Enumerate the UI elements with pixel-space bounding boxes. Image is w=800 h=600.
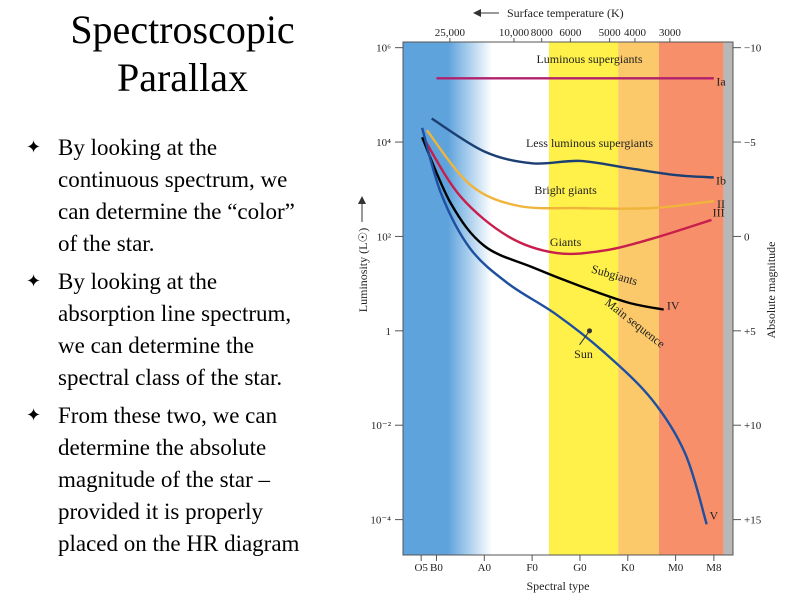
spectral-tick-label: F0 — [526, 562, 538, 574]
luminosity-tick-label: 10² — [377, 231, 392, 243]
diagram-labels: Sun Luminous supergiants Ia Less luminous s… — [356, 6, 778, 593]
spectral-tick-label: B0 — [430, 562, 443, 574]
slide-title: Spectroscopic Parallax — [20, 6, 345, 102]
spectral-tick-label: M0 — [668, 562, 684, 574]
temperature-tick-label: 4000 — [624, 27, 647, 39]
luminosity-class-label: Ia — [716, 74, 726, 88]
luminosity-class-label: II — [717, 197, 725, 211]
magnitude-tick-label: +5 — [744, 326, 756, 338]
slide-title-line-1: Spectroscopic — [70, 7, 295, 52]
bullet-line: placed on the HR diagram — [58, 531, 300, 556]
magnitude-tick-label: +10 — [744, 420, 762, 432]
temperature-tick-label: 8000 — [531, 27, 554, 39]
four-point-star-icon: ✦ — [26, 137, 42, 158]
bullet-item: ✦ By looking at the continuous spectrum,… — [26, 132, 346, 260]
luminosity-axis-title: Luminosity (L☉) — [356, 228, 370, 312]
bullet-line: we can determine the — [58, 333, 255, 358]
bullet-item: ✦ By looking at the absorption line spec… — [26, 266, 346, 394]
color-band — [618, 42, 659, 555]
bullet-line: magnitude of the star – — [58, 467, 271, 492]
luminosity-class-curves — [420, 77, 715, 525]
color-band — [548, 42, 619, 555]
luminosity-class-label: Ib — [716, 174, 726, 188]
magnitude-tick-label: 0 — [744, 231, 750, 243]
bullet-line: determine the absolute — [58, 435, 267, 460]
magnitude-tick-label: −10 — [744, 43, 762, 55]
curve-v — [420, 127, 708, 525]
spectral-tick-label: M8 — [706, 562, 722, 574]
luminosity-tick-label: 10⁻² — [371, 420, 392, 432]
sun-label: Sun — [574, 347, 593, 361]
curve-label: Giants — [550, 235, 582, 249]
up-arrow-icon — [358, 196, 366, 204]
left-arrow-icon — [473, 9, 481, 17]
bullet-line: From these two, we can — [58, 403, 278, 428]
slide-title-line-2: Parallax — [116, 55, 249, 100]
bullet-line: continuous spectrum, we — [58, 167, 288, 192]
luminosity-tick-label: 1 — [386, 326, 392, 338]
bullet-line: of the star. — [58, 231, 155, 256]
curve-iii — [423, 139, 712, 256]
temperature-tick-label: 3000 — [659, 27, 682, 39]
spectral-tick-label: A0 — [478, 562, 492, 574]
bullet-list: ✦ By looking at the continuous spectrum,… — [26, 132, 346, 566]
spectral-tick-label: O5 — [414, 562, 428, 574]
bullet-line: By looking at the — [58, 269, 218, 294]
magnitude-tick-label: +15 — [744, 515, 762, 527]
spectral-tick-label: G0 — [573, 562, 587, 574]
hr-diagram: Sun Luminous supergiants Ia Less luminous s… — [356, 6, 778, 593]
spectral-color-bands — [403, 42, 733, 555]
luminosity-tick-label: 10⁻⁴ — [370, 515, 391, 527]
four-point-star-icon: ✦ — [26, 271, 42, 292]
curve-iv — [421, 136, 664, 311]
curve-ii — [425, 129, 715, 210]
curve-ib — [431, 117, 714, 179]
temperature-tick-label: 5000 — [599, 27, 622, 39]
bullet-line: can determine the “color” — [58, 199, 295, 224]
curve-label: Less luminous supergiants — [526, 136, 653, 150]
curve-label: Luminous supergiants — [536, 52, 642, 66]
temperature-tick-label: 10,000 — [499, 27, 530, 39]
sun-leader — [579, 330, 590, 346]
magnitude-tick-label: −5 — [744, 137, 756, 149]
bullet-item: ✦ From these two, we can determine the a… — [26, 400, 346, 560]
diagram-axes — [358, 9, 741, 561]
bullet-line: absorption line spectrum, — [58, 301, 292, 326]
luminosity-tick-label: 10⁴ — [376, 137, 391, 149]
luminosity-class-label: IV — [667, 299, 680, 313]
temperature-tick-label: 6000 — [559, 27, 582, 39]
spectral-axis-title: Spectral type — [527, 579, 590, 593]
four-point-star-icon: ✦ — [26, 405, 42, 426]
color-band — [723, 42, 733, 555]
curve-label: Bright giants — [534, 183, 597, 197]
luminosity-class-label: III — [713, 206, 725, 220]
band-blend — [447, 42, 492, 555]
bullet-line: spectral class of the star. — [58, 365, 283, 390]
spectral-tick-label: K0 — [621, 562, 635, 574]
temperature-tick-label: 25,000 — [435, 27, 466, 39]
magnitude-axis-title: Absolute magnitude — [764, 242, 778, 339]
bullet-line: By looking at the — [58, 135, 218, 160]
luminosity-class-label: V — [710, 509, 719, 523]
temperature-axis-title: Surface temperature (K) — [507, 6, 624, 20]
bullet-line: provided it is properly — [58, 499, 264, 524]
plot-frame — [402, 41, 734, 556]
luminosity-tick-label: 10⁶ — [376, 43, 391, 55]
